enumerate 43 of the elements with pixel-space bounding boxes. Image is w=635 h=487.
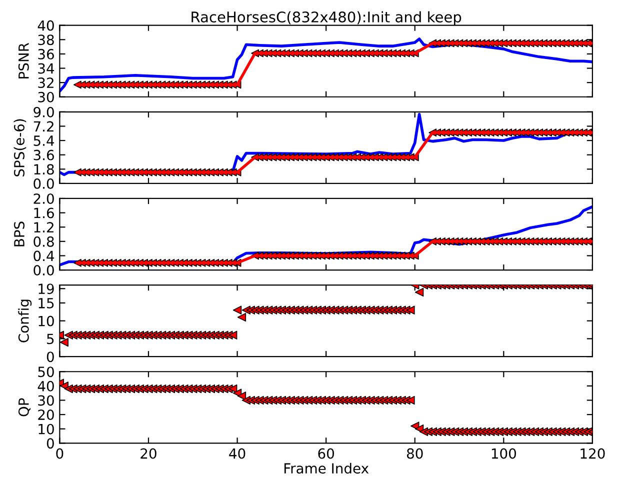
x-tick-label: 0 <box>56 448 64 459</box>
y-axis-title: QP <box>18 398 30 416</box>
x-tick-label: 20 <box>140 448 156 459</box>
y-tick-label: 1.6 <box>34 208 54 218</box>
y-tick-label: 0.4 <box>34 250 54 262</box>
y-tick-label: 3.6 <box>34 150 54 160</box>
y-axis-title: PSNR <box>18 42 29 78</box>
y-tick-label: 7.2 <box>34 121 54 132</box>
y-tick-label: 10 <box>38 424 54 434</box>
y-tick-label: 0.8 <box>34 236 54 247</box>
y-tick-label: 0 <box>46 438 54 449</box>
y-tick-label: 2.0 <box>34 193 54 204</box>
y-tick-label: 9.0 <box>34 106 54 118</box>
y-tick-label: 0 <box>46 352 54 362</box>
y-tick-label: 40 <box>38 380 54 392</box>
chart-title: RaceHorsesC(832x480):Init and keep <box>192 11 462 26</box>
y-tick-label: 20 <box>38 410 54 420</box>
y-tick-label: 50 <box>38 366 54 378</box>
y-axis-title: BPS <box>14 222 24 246</box>
y-tick-label: 40 <box>38 20 54 31</box>
y-tick-label: 32 <box>38 78 54 88</box>
y-tick-label: 10 <box>38 316 54 326</box>
y-tick-label: 34 <box>38 63 54 74</box>
y-tick-label: 30 <box>38 395 54 406</box>
y-tick-label: 0.0 <box>34 264 54 276</box>
x-axis-title: Frame Index <box>284 462 369 474</box>
y-axis-title: Config <box>18 300 32 342</box>
y-tick-label: 5.4 <box>34 136 54 146</box>
y-tick-label: 30 <box>38 92 54 102</box>
y-tick-label: 38 <box>38 34 54 46</box>
y-tick-label: 0.0 <box>34 178 54 189</box>
y-tick-label: 1.8 <box>34 164 54 175</box>
x-tick-label: 60 <box>318 448 334 459</box>
y-tick-label: 1.2 <box>34 222 54 232</box>
x-tick-label: 80 <box>406 448 423 459</box>
y-axis-title: SPS(e-6) <box>14 119 26 176</box>
y-tick-label: 19 <box>38 284 54 294</box>
y-tick-label: 5 <box>47 334 54 344</box>
x-tick-label: 120 <box>580 448 605 459</box>
y-tick-label: 15 <box>38 298 54 308</box>
x-tick-label: 100 <box>492 448 516 459</box>
x-tick-label: 40 <box>229 448 246 459</box>
y-tick-label: 36 <box>38 48 54 60</box>
